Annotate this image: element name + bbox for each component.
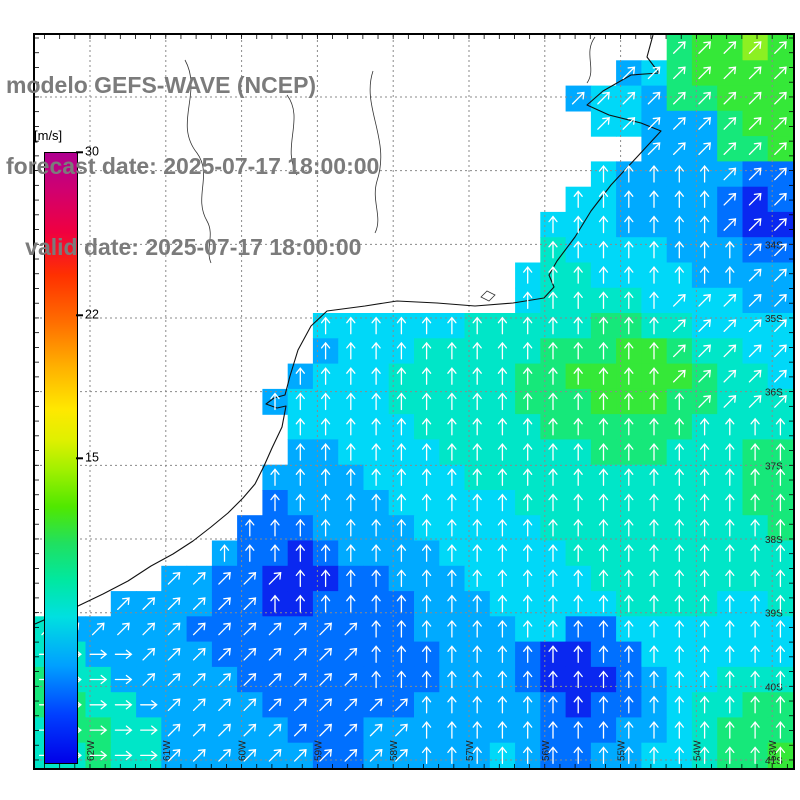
colorbar-unit-label: [m/s] [34,128,63,143]
svg-text:55W: 55W [617,740,628,761]
colorbar-tick-label: 22 [76,307,99,322]
svg-text:60W: 60W [238,740,249,761]
river-lines [184,36,596,302]
svg-text:35S: 35S [765,314,783,325]
svg-text:38S: 38S [765,535,783,546]
lon-labels: 62W 61W 60W 59W 58W 57W 56W 55W 54W 53W [86,740,779,761]
colorbar-ticks: 30 22 15 [44,144,99,764]
model-title: modelo GEFS-WAVE (NCEP) [6,72,317,98]
map-canvas: 34S 35S 36S 37S 38S 39S 40S 41S 62W 61W 60W 59W 58W 5… [35,35,793,768]
colorbar-tick-label: 15 [76,450,99,465]
title-block: modelo GEFS-WAVE (NCEP) forecast date: 2… [6,18,379,315]
svg-text:39S: 39S [765,609,783,620]
svg-text:36S: 36S [765,388,783,399]
wind-arrows [38,41,787,765]
valid-date-label: valid date: 2025-07-17 18:00:00 [6,234,362,260]
colorbar-gradient [44,152,78,764]
svg-text:41S: 41S [765,756,783,767]
svg-text:59W: 59W [313,740,324,761]
svg-text:34S: 34S [765,240,783,251]
colorbar-tick-label: 30 [76,144,99,159]
svg-text:40S: 40S [765,682,783,693]
frame-ticks [35,35,793,768]
colorbar: [m/s] 30 22 15 [34,128,99,764]
svg-text:57W: 57W [465,740,476,761]
svg-text:56W: 56W [541,740,552,761]
svg-text:53W: 53W [768,740,779,761]
grid-lines [35,35,793,768]
svg-text:62W: 62W [86,740,97,761]
svg-text:54W: 54W [692,740,703,761]
svg-text:61W: 61W [162,740,173,761]
forecast-date-label: forecast date: 2025-07-17 18:00:00 [6,153,380,179]
lat-labels: 34S 35S 36S 37S 38S 39S 40S 41S [765,240,783,767]
svg-text:58W: 58W [389,740,400,761]
svg-text:37S: 37S [765,461,783,472]
